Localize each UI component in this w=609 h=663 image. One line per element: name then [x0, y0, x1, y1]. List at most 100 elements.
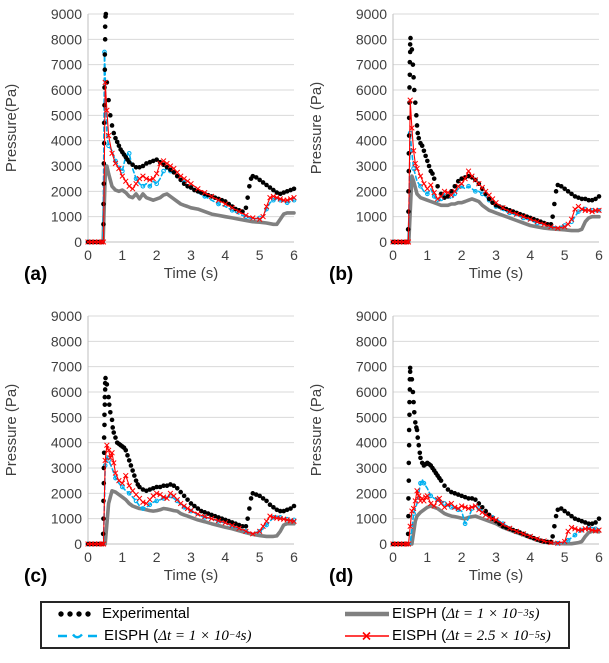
series-x-marker	[126, 482, 132, 489]
x-tick-label: 2	[458, 549, 466, 565]
series-experimental-dot	[154, 157, 159, 162]
series-experimental-dot	[569, 191, 574, 197]
series-circle-marker	[411, 166, 416, 171]
series-experimental-dot	[407, 412, 412, 418]
legend-item-eisph-1e3: EISPH (Δt = 1 × 10 −3 s)	[344, 604, 568, 624]
series-experimental-dot	[161, 483, 166, 489]
series-experimental-dot	[426, 163, 432, 169]
series-experimental-dot	[109, 123, 115, 128]
series-circle-marker	[140, 506, 146, 511]
y-tick-label: 4000	[356, 133, 387, 149]
series-x-marker	[596, 207, 602, 214]
series-experimental-dot	[552, 201, 557, 207]
series-x-marker	[291, 518, 297, 524]
series-experimental-dot	[431, 176, 437, 181]
series-experimental-dot	[569, 513, 574, 519]
series-x-marker	[116, 477, 122, 484]
series-x-marker	[110, 460, 117, 466]
series-x-marker	[436, 495, 443, 502]
y-tick-label: 2000	[51, 183, 82, 199]
series-experimental-dot	[260, 496, 266, 501]
x-tick-label: 4	[526, 549, 534, 565]
series-x-marker	[260, 213, 266, 220]
series-experimental-dot	[414, 113, 419, 118]
series-experimental-dot	[102, 402, 108, 407]
series-x-marker	[452, 504, 458, 511]
series-line-eisph_1e4	[392, 132, 600, 243]
series-experimental-dot	[586, 197, 591, 203]
series-experimental-dot	[132, 473, 137, 478]
series-experimental-dot	[267, 185, 273, 190]
y-tick-label: 8000	[356, 333, 387, 349]
series-x-marker	[215, 197, 222, 203]
series-experimental-dot	[562, 508, 567, 514]
series-x-marker	[409, 508, 415, 514]
legend-item-experimental: Experimental	[56, 604, 344, 624]
y-tick-label: 9000	[51, 6, 82, 22]
eisph-2p5e5-x-line-icon	[345, 631, 389, 641]
series-x-marker	[527, 533, 534, 540]
legend-label: EISPH (	[392, 605, 447, 622]
y-tick-label: 0	[74, 536, 82, 552]
y-tick-label: 2000	[356, 183, 387, 199]
y-tick-label: 3000	[51, 460, 82, 476]
y-tick-label: 0	[379, 536, 387, 552]
series-x-marker	[109, 450, 115, 456]
series-experimental-dot	[479, 504, 485, 510]
pressure-chart-b: 0 1000 2000 3000 4000 5000 6000 7000 8000 9000 0 1 2…	[308, 6, 603, 285]
series-experimental-dot	[407, 72, 413, 78]
y-tick-label: 2000	[51, 485, 82, 501]
series-x-marker	[438, 193, 444, 200]
series-x-marker	[105, 447, 112, 454]
series-x-marker	[188, 507, 194, 514]
series-x-marker	[116, 165, 122, 172]
y-tick-label: 1000	[356, 511, 387, 527]
y-axis-title: Pressure (Pa)	[308, 384, 325, 477]
series-experimental-dot	[406, 168, 412, 174]
series-experimental-dot	[277, 508, 283, 514]
y-tick-label: 0	[379, 234, 387, 250]
panel-label: (a)	[24, 264, 47, 285]
series-circle-marker	[418, 183, 423, 189]
x-tick-label: 6	[290, 247, 298, 263]
series-circle-marker	[106, 458, 111, 463]
series-x-marker	[201, 513, 208, 520]
series-x-marker	[256, 528, 263, 535]
pressure-chart-c: 0 1000 2000 3000 4000 5000 6000 7000 8000 9000 0 1 2…	[3, 308, 298, 587]
series-x-marker	[140, 173, 146, 179]
series-x-marker	[506, 525, 513, 532]
series-experimental-dot	[579, 196, 585, 202]
y-tick-label: 5000	[51, 107, 82, 123]
series-x-marker	[465, 505, 472, 512]
series-x-marker	[133, 180, 139, 187]
series-experimental-dot	[418, 455, 423, 461]
series-x-marker	[414, 488, 420, 494]
series-x-marker	[407, 523, 413, 530]
series-experimental-dot	[245, 516, 250, 521]
x-tick-label: 6	[595, 549, 603, 565]
series-experimental-dot	[469, 175, 475, 180]
series-x-marker	[489, 515, 496, 522]
x-tick-label: 2	[153, 549, 161, 565]
series-experimental-dot	[558, 183, 564, 189]
series-x-marker	[236, 525, 242, 532]
y-tick-label: 1000	[51, 209, 82, 225]
series-experimental-dot	[413, 100, 418, 105]
series-x-marker	[568, 216, 575, 222]
series-experimental-dot	[406, 133, 412, 138]
series-x-marker	[534, 536, 540, 542]
series-x-marker	[123, 178, 129, 184]
x-tick-label: 4	[221, 247, 229, 263]
series-experimental-dot	[245, 195, 250, 200]
series-x-marker	[555, 540, 561, 546]
series-x-marker	[405, 541, 412, 547]
x-tick-label: 4	[526, 247, 534, 263]
series-experimental-dot	[133, 478, 139, 483]
series-x-marker	[160, 494, 167, 500]
series-circle-marker	[161, 168, 166, 174]
series-experimental-dot	[410, 389, 416, 395]
y-tick-label: 5000	[356, 107, 387, 123]
series-x-marker	[263, 203, 270, 210]
series-experimental-dot	[102, 394, 108, 400]
series-x-marker	[431, 503, 437, 509]
